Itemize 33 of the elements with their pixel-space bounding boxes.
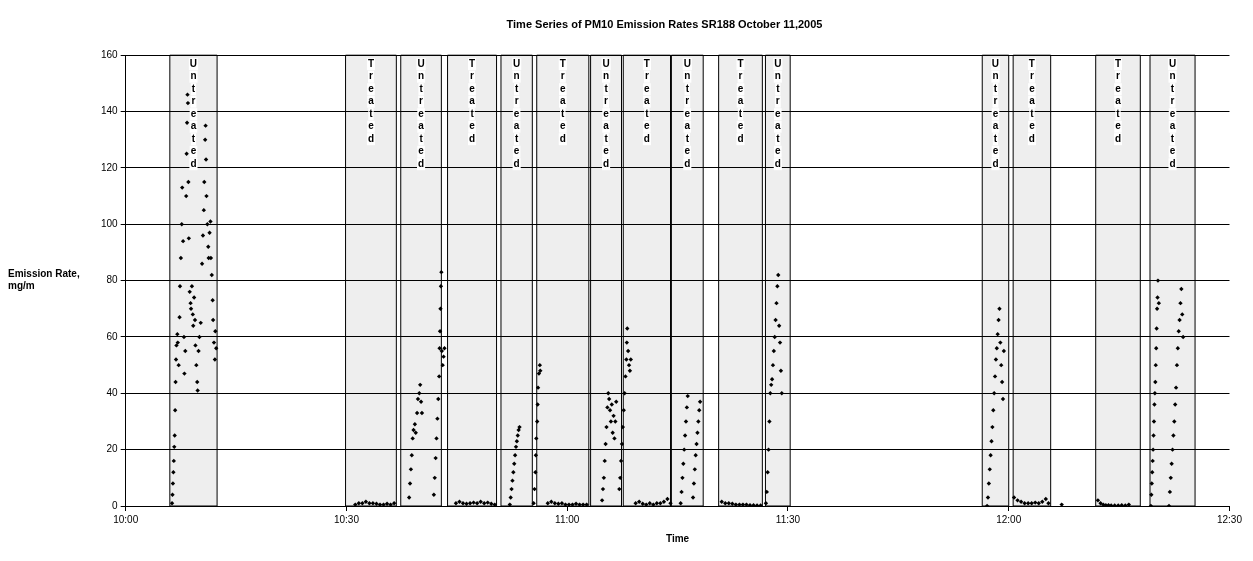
x-tick-label: 10:30 xyxy=(333,513,360,525)
text: Untreated xyxy=(189,57,198,169)
band-label: Treated xyxy=(643,57,651,144)
y-tick-label: 20 xyxy=(106,443,119,455)
x-axis-title: Time xyxy=(666,532,690,544)
text: Untreated xyxy=(991,57,1000,169)
text: Untreated xyxy=(774,57,782,169)
text: Untreated xyxy=(683,57,691,169)
band-label: Treated xyxy=(469,57,476,144)
y-tick-label: 0 xyxy=(112,499,119,511)
y-tick-label: 160 xyxy=(101,48,119,60)
x-tick-label: 12:30 xyxy=(1216,513,1243,525)
y-tick-label: 140 xyxy=(101,105,119,117)
y-axis-title: Emission Rate, mg/m xyxy=(8,268,80,292)
text: Untreated xyxy=(513,57,521,169)
x-tick-label: 11:00 xyxy=(555,513,580,525)
text: Untreated xyxy=(1168,57,1177,169)
text: Untreated xyxy=(602,57,610,169)
band-label: Treated xyxy=(737,57,744,144)
y-tick-label: 100 xyxy=(101,218,119,229)
chart-title: Time Series of PM10 Emission Rates SR188 October 11,2005 xyxy=(506,17,823,30)
x-tick-label: 10:00 xyxy=(113,513,139,525)
y-tick-label: 60 xyxy=(106,330,119,342)
text: Untreated xyxy=(417,57,425,169)
x-tick-label: 12:00 xyxy=(996,513,1022,525)
band-label: Treated xyxy=(1114,57,1122,144)
band-label: Treated xyxy=(367,57,375,144)
y-tick-label: 120 xyxy=(101,161,119,173)
y-tick-label: 40 xyxy=(106,387,119,399)
band-label: Treated xyxy=(1028,57,1036,144)
y-tick-label: 80 xyxy=(106,274,119,286)
band-label: Treated xyxy=(559,57,567,144)
x-tick-label: 11:30 xyxy=(775,513,801,525)
